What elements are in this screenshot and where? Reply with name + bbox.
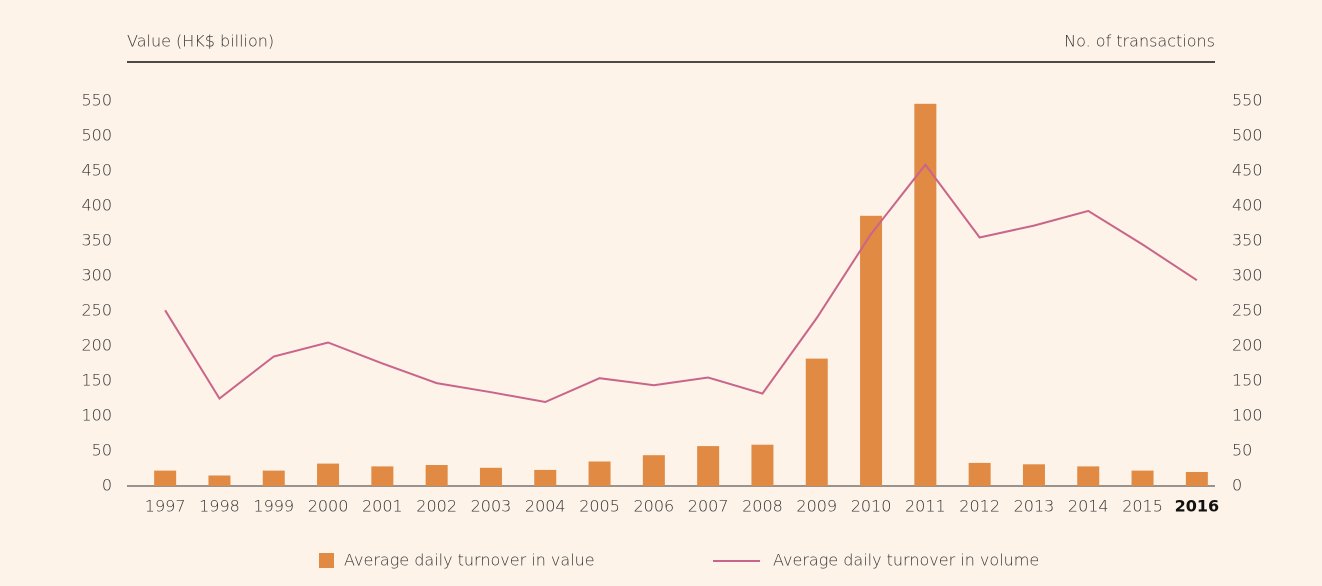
x-tick-label: 2009 xyxy=(796,497,837,516)
bar xyxy=(914,103,937,487)
y2-tick-label: 250 xyxy=(1232,301,1263,320)
bar xyxy=(697,446,720,486)
legend-label: Average daily turnover in volume xyxy=(773,551,1039,570)
y2-tick-label: 50 xyxy=(1232,441,1252,460)
x-tick-label: 1997 xyxy=(145,497,186,516)
x-tick-label: 2016 xyxy=(1175,497,1220,516)
y2-axis-title: No. of transactions xyxy=(1064,32,1215,51)
x-tick-label: 1999 xyxy=(253,497,294,516)
legend-swatch xyxy=(319,553,334,568)
y-axis-title: Value (HK$ billion) xyxy=(127,32,274,51)
y2-tick-label: 200 xyxy=(1232,336,1263,355)
x-tick-label: 2011 xyxy=(905,497,946,516)
y-tick-label: 50 xyxy=(92,441,112,460)
x-tick-label: 1998 xyxy=(199,497,240,516)
y-tick-label: 400 xyxy=(81,196,112,215)
x-tick-label: 2015 xyxy=(1122,497,1163,516)
bar xyxy=(425,465,448,486)
y-tick-label: 500 xyxy=(81,126,112,145)
bar xyxy=(588,461,611,486)
bar xyxy=(1131,470,1154,486)
bar xyxy=(371,466,394,486)
y-tick-label: 0 xyxy=(102,476,112,495)
y2-tick-label: 400 xyxy=(1232,196,1263,215)
bar xyxy=(479,467,502,486)
y2-tick-label: 300 xyxy=(1232,266,1263,285)
y2-tick-label: 550 xyxy=(1232,91,1263,110)
bar xyxy=(642,455,665,486)
x-tick-label: 2013 xyxy=(1014,497,1055,516)
y-tick-label: 450 xyxy=(81,161,112,180)
y-tick-label: 200 xyxy=(81,336,112,355)
y2-tick-label: 100 xyxy=(1232,406,1263,425)
x-tick-label: 2014 xyxy=(1068,497,1109,516)
x-tick-label: 2002 xyxy=(416,497,457,516)
bar xyxy=(1077,466,1100,486)
y-tick-label: 100 xyxy=(81,406,112,425)
x-tick-label: 2005 xyxy=(579,497,620,516)
bar xyxy=(805,358,828,486)
bar xyxy=(208,475,231,486)
bar xyxy=(860,215,883,487)
y-tick-label: 300 xyxy=(81,266,112,285)
y2-tick-label: 150 xyxy=(1232,371,1263,390)
y2-tick-label: 0 xyxy=(1232,476,1242,495)
y2-tick-label: 500 xyxy=(1232,126,1263,145)
bar xyxy=(1185,472,1208,486)
bar xyxy=(1022,464,1045,486)
x-tick-label: 2006 xyxy=(633,497,674,516)
legend-label: Average daily turnover in value xyxy=(344,551,595,570)
line xyxy=(164,163,1198,404)
x-tick-label: 2003 xyxy=(471,497,512,516)
y-tick-label: 550 xyxy=(81,91,112,110)
bar xyxy=(751,444,774,486)
bar xyxy=(317,463,340,486)
x-tick-label: 2010 xyxy=(851,497,892,516)
x-tick-label: 2007 xyxy=(688,497,729,516)
bar xyxy=(534,469,557,486)
bar xyxy=(262,470,285,486)
x-tick-label: 2004 xyxy=(525,497,566,516)
x-tick-label: 2001 xyxy=(362,497,403,516)
y2-tick-label: 450 xyxy=(1232,161,1263,180)
bar xyxy=(968,462,991,486)
y2-tick-label: 350 xyxy=(1232,231,1263,250)
x-tick-label: 2008 xyxy=(742,497,783,516)
y-tick-label: 250 xyxy=(81,301,112,320)
y-tick-label: 350 xyxy=(81,231,112,250)
x-tick-label: 2000 xyxy=(308,497,349,516)
y-tick-label: 150 xyxy=(81,371,112,390)
bar xyxy=(154,470,177,486)
x-tick-label: 2012 xyxy=(959,497,1000,516)
